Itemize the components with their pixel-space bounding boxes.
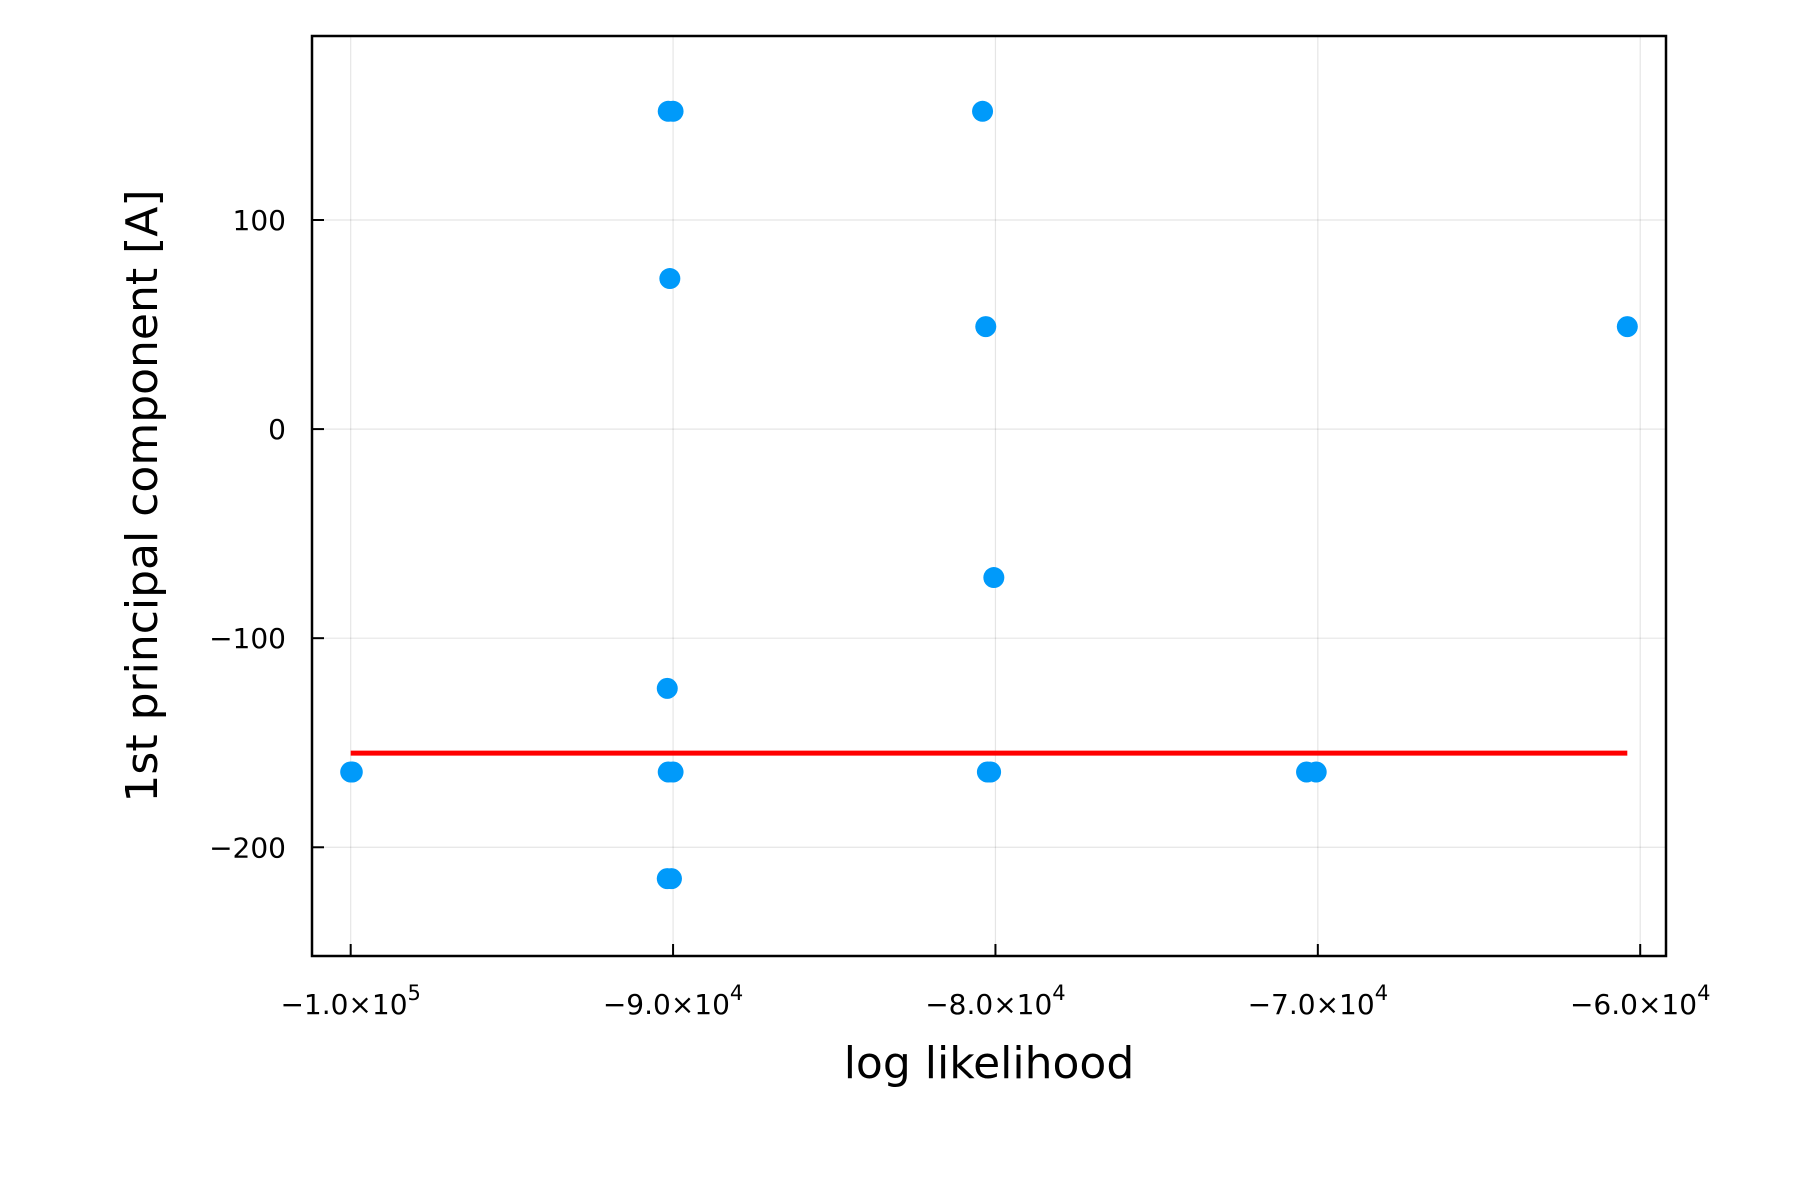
scatter-point — [662, 100, 684, 122]
x-tick-label: −8.0×104 — [925, 981, 1065, 1021]
scatter-point — [341, 761, 363, 783]
scatter-point — [975, 316, 997, 338]
scatter-point — [659, 268, 681, 290]
scatter-point — [1305, 761, 1327, 783]
x-tick-label: −7.0×104 — [1248, 981, 1388, 1021]
y-tick-label: −200 — [209, 831, 286, 864]
scatter-point — [972, 100, 994, 122]
x-tick-label: −1.0×105 — [280, 981, 420, 1021]
scatter-point — [980, 761, 1002, 783]
x-axis-title: log likelihood — [844, 1038, 1135, 1089]
y-tick-label: 100 — [233, 204, 286, 237]
y-tick-label: −100 — [209, 622, 286, 655]
scatter-point — [656, 677, 678, 699]
x-tick-label: −9.0×104 — [603, 981, 743, 1021]
axis-ticks: −1.0×105 −9.0×104 −8.0×104 −7.0×104 −6.0×104… — [209, 204, 1710, 1021]
plot-frame — [310, 34, 1668, 958]
y-tick-label: 0 — [268, 413, 286, 446]
scatter-point — [660, 868, 682, 890]
data-series — [340, 100, 1638, 890]
scatter-point — [1616, 316, 1638, 338]
scatter-point — [983, 567, 1005, 589]
scatter-point — [662, 761, 684, 783]
x-tick-label: −6.0×104 — [1570, 981, 1710, 1021]
y-axis-title: 1st principal component [A] — [117, 189, 168, 802]
grid-lines — [312, 36, 1666, 956]
